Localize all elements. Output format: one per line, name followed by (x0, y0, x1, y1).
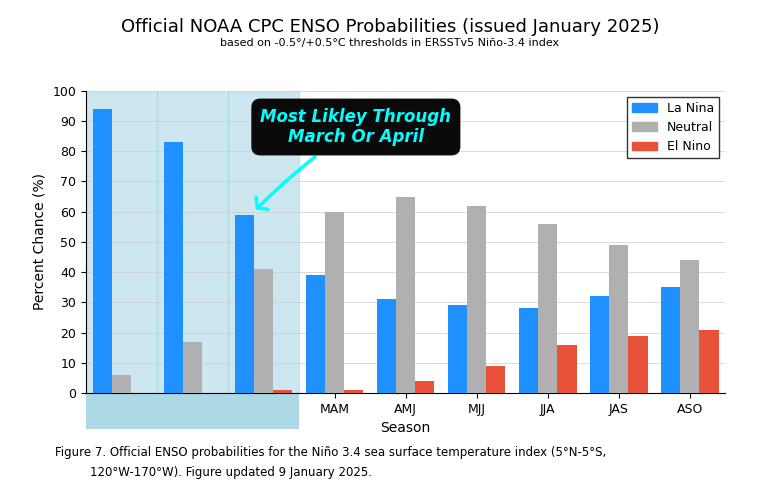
Bar (396, 197, 415, 393)
Bar (415, 381, 434, 393)
Bar (519, 308, 538, 393)
Bar (700, 330, 718, 393)
Bar (235, 215, 254, 393)
Y-axis label: Percent Chance (%): Percent Chance (%) (33, 173, 47, 310)
Text: Official NOAA CPC ENSO Probabilities (issued January 2025): Official NOAA CPC ENSO Probabilities (is… (121, 18, 659, 36)
Bar (609, 245, 629, 393)
Bar (306, 275, 325, 393)
Bar (344, 390, 363, 393)
Bar (183, 342, 202, 393)
X-axis label: Season: Season (381, 421, 431, 435)
Text: Most Likley Through
March Or April: Most Likley Through March Or April (256, 108, 452, 209)
Bar (86, 393, 299, 429)
Bar (164, 142, 183, 393)
Bar (680, 260, 700, 393)
Bar (157, 91, 228, 393)
Text: based on -0.5°/+0.5°C thresholds in ERSSTv5 Niño-3.4 index: based on -0.5°/+0.5°C thresholds in ERSS… (221, 38, 559, 48)
Bar (661, 287, 680, 393)
Bar (590, 296, 609, 393)
Bar (93, 109, 112, 393)
Bar (558, 345, 576, 393)
Bar (273, 390, 292, 393)
Text: Figure 7. Official ENSO probabilities for the Niño 3.4 sea surface temperature i: Figure 7. Official ENSO probabilities fo… (55, 446, 606, 459)
Bar (254, 269, 273, 393)
Bar (467, 206, 486, 393)
Bar (112, 375, 131, 393)
Text: 120°W-170°W). Figure updated 9 January 2025.: 120°W-170°W). Figure updated 9 January 2… (90, 466, 372, 479)
Bar (448, 305, 467, 393)
Bar (538, 224, 558, 393)
Bar (377, 299, 396, 393)
Bar (228, 91, 299, 393)
Bar (629, 336, 647, 393)
Bar (86, 91, 157, 393)
Legend: La Nina, Neutral, El Nino: La Nina, Neutral, El Nino (627, 97, 719, 158)
Bar (486, 366, 505, 393)
Bar (325, 212, 344, 393)
